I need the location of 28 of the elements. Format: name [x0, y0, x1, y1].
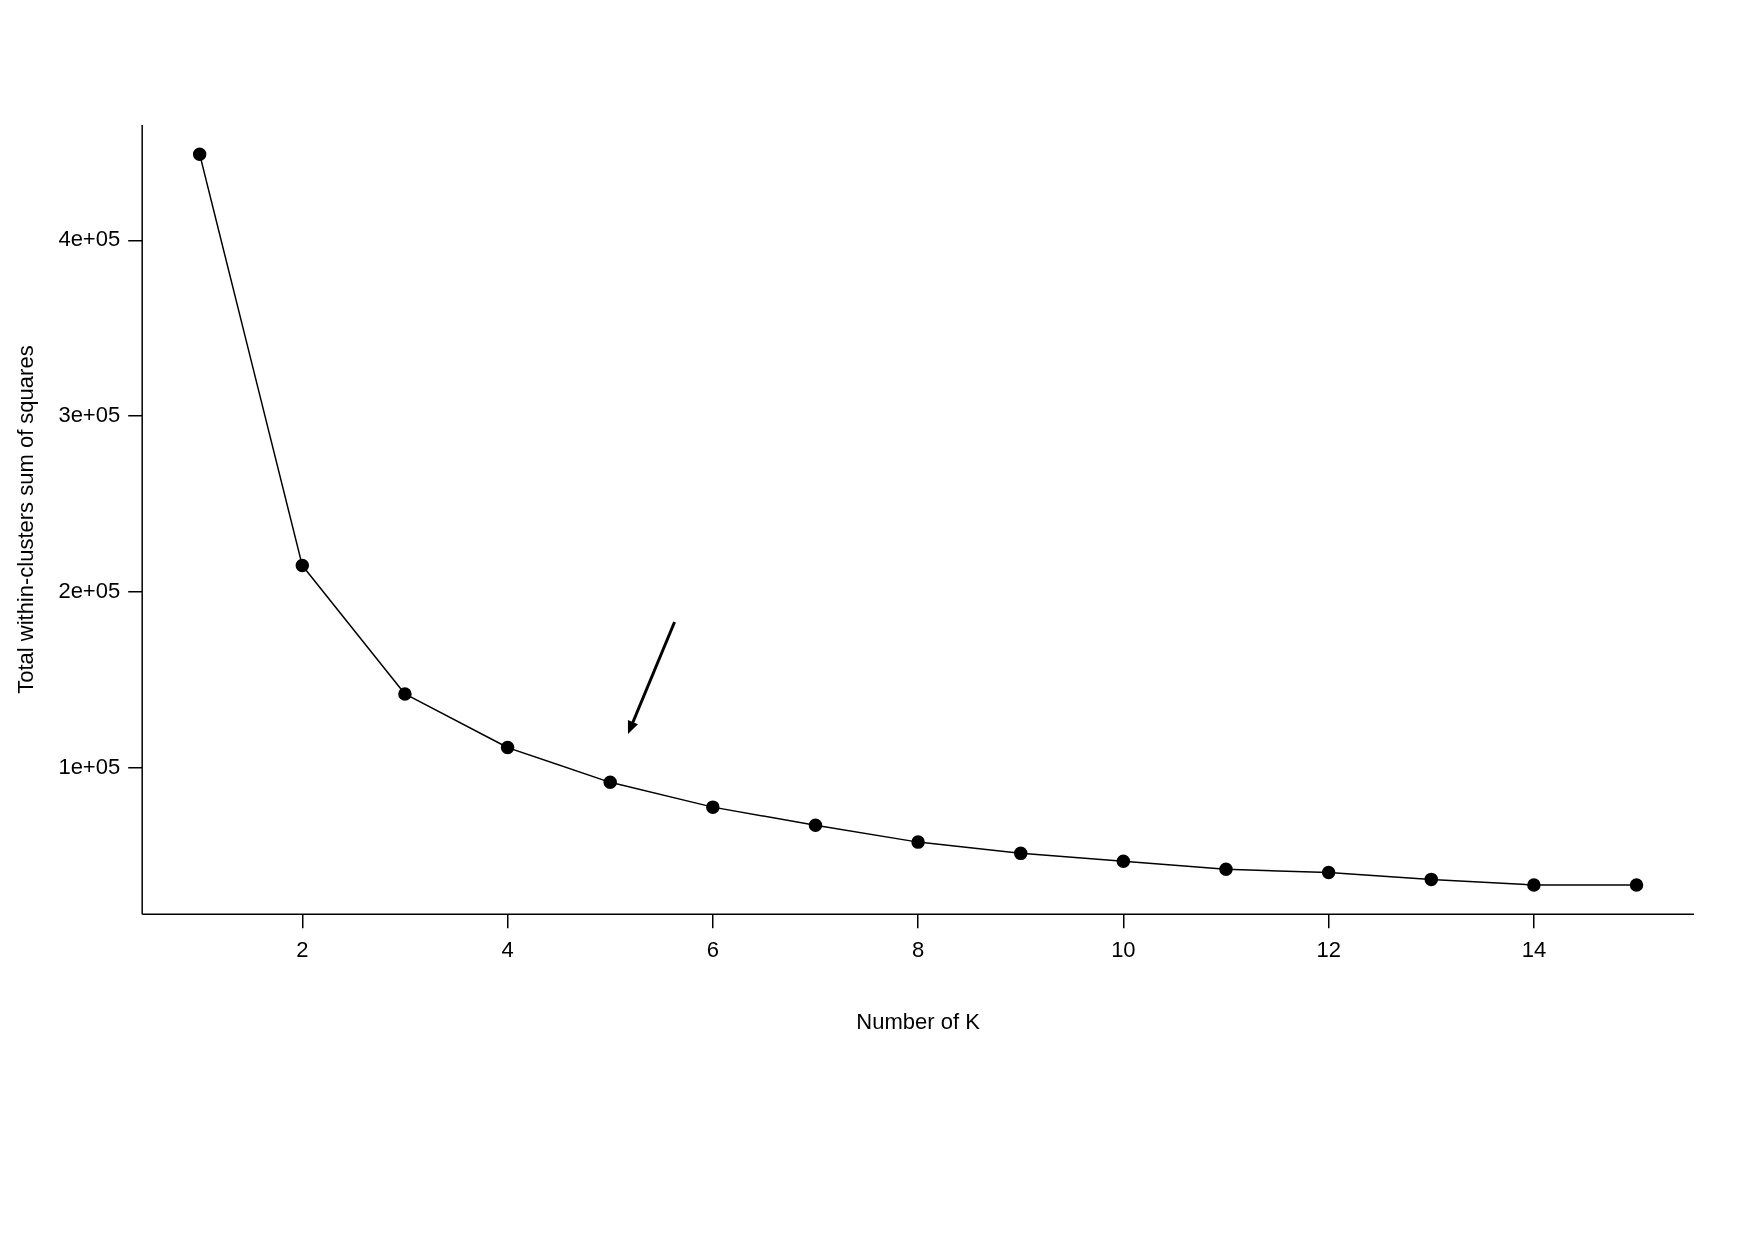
point	[1116, 854, 1131, 869]
x-axis-title: Number of K	[856, 1008, 981, 1034]
point	[295, 558, 310, 573]
x-tick-label: 14	[1521, 937, 1547, 963]
point	[808, 818, 823, 832]
x-tick-label: 12	[1316, 937, 1341, 963]
x-tick-label: 2	[296, 937, 309, 963]
y-tick-label: 2e+05	[58, 578, 121, 604]
point	[1527, 878, 1541, 892]
y-tick-label: 4e+05	[58, 226, 121, 252]
point	[1629, 878, 1644, 892]
point	[1219, 862, 1233, 876]
point	[1424, 872, 1439, 887]
x-tick-label: 8	[911, 937, 925, 963]
y-tick-label: 3e+05	[58, 402, 121, 428]
point	[911, 835, 925, 849]
y-axis-title: Total within-clusters sum of squares	[13, 345, 39, 694]
point	[1013, 846, 1028, 861]
y-tick-label: 1e+05	[58, 753, 121, 779]
point	[398, 687, 412, 701]
x-tick-label: 4	[501, 937, 514, 963]
point	[603, 775, 617, 790]
point	[192, 147, 207, 161]
point	[500, 740, 515, 755]
x-tick-label: 6	[706, 937, 719, 963]
x-tick-label: 10	[1111, 937, 1136, 963]
point	[706, 800, 720, 814]
point	[1321, 865, 1336, 880]
